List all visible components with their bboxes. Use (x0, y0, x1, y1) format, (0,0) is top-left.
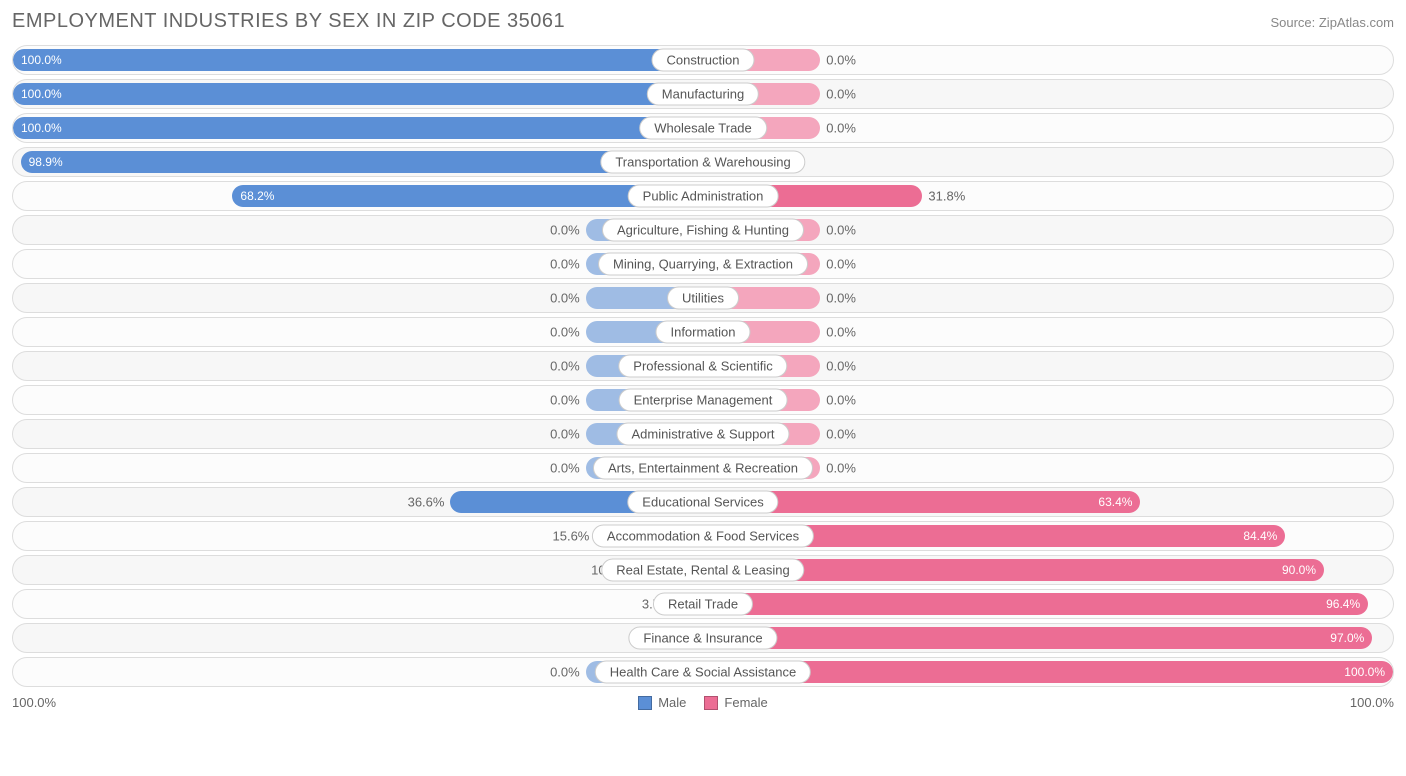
male-pct: 0.0% (550, 359, 580, 374)
chart-row: 98.9%1.1%Transportation & Warehousing (12, 147, 1394, 177)
female-pct: 0.0% (826, 291, 856, 306)
male-pct: 0.0% (550, 223, 580, 238)
female-pct: 31.8% (928, 189, 965, 204)
male-pct: 0.0% (550, 427, 580, 442)
category-label: Mining, Quarrying, & Extraction (598, 253, 808, 276)
chart-row: 3.7%96.4%Retail Trade (12, 589, 1394, 619)
male-pct: 15.6% (553, 529, 590, 544)
chart-row: 68.2% 31.8% Public Administration (12, 181, 1394, 211)
female-pct: 0.0% (826, 461, 856, 476)
axis-right-label: 100.0% (1350, 695, 1394, 710)
chart-row: 100.0% 0.0% Manufacturing (12, 79, 1394, 109)
category-label: Administrative & Support (616, 423, 789, 446)
female-pct: 84.4% (1243, 529, 1277, 543)
legend: Male Female (638, 695, 768, 710)
category-label: Retail Trade (653, 593, 753, 616)
chart-source: Source: ZipAtlas.com (1270, 15, 1394, 30)
legend-female-label: Female (724, 695, 767, 710)
category-label: Information (655, 321, 750, 344)
male-pct: 0.0% (550, 665, 580, 680)
female-pct: 0.0% (826, 393, 856, 408)
legend-male: Male (638, 695, 686, 710)
female-pct: 0.0% (826, 53, 856, 68)
chart-row: 36.6% 63.4% Educational Services (12, 487, 1394, 517)
chart-title: EMPLOYMENT INDUSTRIES BY SEX IN ZIP CODE… (12, 10, 565, 33)
category-label: Construction (652, 49, 755, 72)
female-pct: 0.0% (826, 223, 856, 238)
legend-male-label: Male (658, 695, 686, 710)
male-pct: 36.6% (408, 495, 445, 510)
category-label: Accommodation & Food Services (592, 525, 814, 548)
category-label: Real Estate, Rental & Leasing (601, 559, 804, 582)
category-label: Public Administration (628, 185, 779, 208)
legend-male-swatch (638, 696, 652, 710)
chart-container: EMPLOYMENT INDUSTRIES BY SEX IN ZIP CODE… (0, 0, 1406, 718)
chart-row: 0.0% 0.0% Mining, Quarrying, & Extraction (12, 249, 1394, 279)
female-pct: 0.0% (826, 121, 856, 136)
male-pct: 0.0% (550, 257, 580, 272)
male-pct: 0.0% (550, 325, 580, 340)
axis-left-label: 100.0% (12, 695, 56, 710)
category-label: Wholesale Trade (639, 117, 767, 140)
category-label: Utilities (667, 287, 739, 310)
category-label: Health Care & Social Assistance (595, 661, 811, 684)
category-label: Transportation & Warehousing (600, 151, 805, 174)
category-label: Finance & Insurance (628, 627, 777, 650)
female-pct: 0.0% (826, 257, 856, 272)
male-pct: 68.2% (240, 189, 274, 203)
category-label: Arts, Entertainment & Recreation (593, 457, 813, 480)
chart-row: 3.0%97.0%Finance & Insurance (12, 623, 1394, 653)
chart-row: 0.0% 100.0% Health Care & Social Assistanc… (12, 657, 1394, 687)
category-label: Agriculture, Fishing & Hunting (602, 219, 804, 242)
legend-female: Female (704, 695, 767, 710)
legend-female-swatch (704, 696, 718, 710)
chart-row: 0.0% 0.0% Arts, Entertainment & Recreation (12, 453, 1394, 483)
female-pct: 90.0% (1282, 563, 1316, 577)
chart-row: 10.0%90.0%Real Estate, Rental & Leasing (12, 555, 1394, 585)
male-pct: 0.0% (550, 393, 580, 408)
female-pct: 100.0% (1344, 665, 1385, 679)
chart-row: 100.0% 0.0% Wholesale Trade (12, 113, 1394, 143)
chart-row: 0.0% 0.0% Enterprise Management (12, 385, 1394, 415)
female-bar (703, 593, 1368, 615)
male-pct: 0.0% (550, 461, 580, 476)
female-pct: 63.4% (1098, 495, 1132, 509)
female-pct: 0.0% (826, 359, 856, 374)
category-label: Educational Services (627, 491, 778, 514)
category-label: Enterprise Management (619, 389, 788, 412)
chart-header: EMPLOYMENT INDUSTRIES BY SEX IN ZIP CODE… (12, 10, 1394, 33)
chart-row: 0.0% 0.0% Administrative & Support (12, 419, 1394, 449)
chart-row: 0.0% 0.0% Information (12, 317, 1394, 347)
category-label: Professional & Scientific (618, 355, 787, 378)
chart-footer: 100.0% Male Female 100.0% (12, 695, 1394, 710)
female-pct: 97.0% (1330, 631, 1364, 645)
chart-row: 15.6% 84.4% Accommodation & Food Services (12, 521, 1394, 551)
male-pct: 100.0% (21, 87, 62, 101)
chart-row: 0.0% 0.0% Agriculture, Fishing & Hunting (12, 215, 1394, 245)
chart-row: 0.0% 0.0% Utilities (12, 283, 1394, 313)
chart-row: 100.0% 0.0% Construction (12, 45, 1394, 75)
female-pct: 0.0% (826, 325, 856, 340)
male-pct: 98.9% (29, 155, 63, 169)
male-bar (13, 49, 703, 71)
female-pct: 0.0% (826, 427, 856, 442)
female-bar (703, 627, 1372, 649)
female-pct: 0.0% (826, 87, 856, 102)
male-pct: 0.0% (550, 291, 580, 306)
category-label: Manufacturing (647, 83, 759, 106)
chart-rows: 100.0% 0.0% Construction 100.0% 0.0% Manufact… (12, 45, 1394, 687)
male-bar (13, 117, 703, 139)
male-pct: 100.0% (21, 121, 62, 135)
chart-row: 0.0% 0.0% Professional & Scientific (12, 351, 1394, 381)
male-bar (13, 83, 703, 105)
male-pct: 100.0% (21, 53, 62, 67)
female-pct: 96.4% (1326, 597, 1360, 611)
